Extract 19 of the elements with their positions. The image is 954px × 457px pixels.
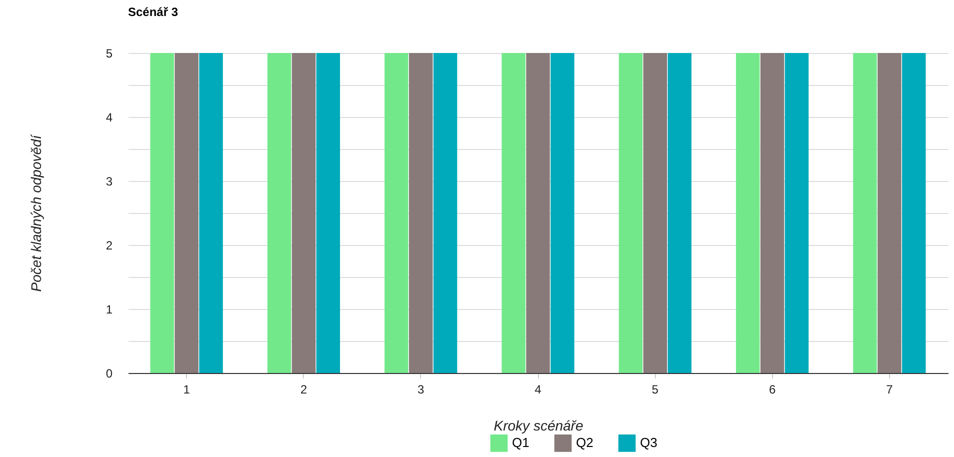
legend-label: Q2 [576, 435, 594, 450]
x-axis-title: Kroky scénáře [494, 418, 584, 434]
y-tick-label: 1 [106, 302, 113, 316]
y-tick-label: 4 [106, 110, 113, 124]
legend-label: Q3 [640, 435, 658, 450]
x-tick-label: 2 [300, 382, 308, 396]
chart-title: Scénář 3 [128, 5, 178, 19]
x-tick-label: 7 [886, 382, 894, 396]
y-tick-label: 0 [106, 366, 113, 380]
y-tick-label: 5 [106, 46, 113, 60]
legend-label: Q1 [512, 435, 530, 450]
x-tick-label: 4 [534, 382, 542, 396]
y-tick-label: 2 [106, 238, 113, 252]
x-tick-label: 5 [652, 382, 659, 396]
x-tick-label: 6 [768, 382, 776, 396]
x-tick-label: 1 [183, 382, 190, 396]
y-tick-label: 3 [106, 174, 113, 188]
x-tick-label: 3 [418, 382, 425, 396]
y-axis-title: Počet kladných odpovědí [28, 133, 44, 292]
